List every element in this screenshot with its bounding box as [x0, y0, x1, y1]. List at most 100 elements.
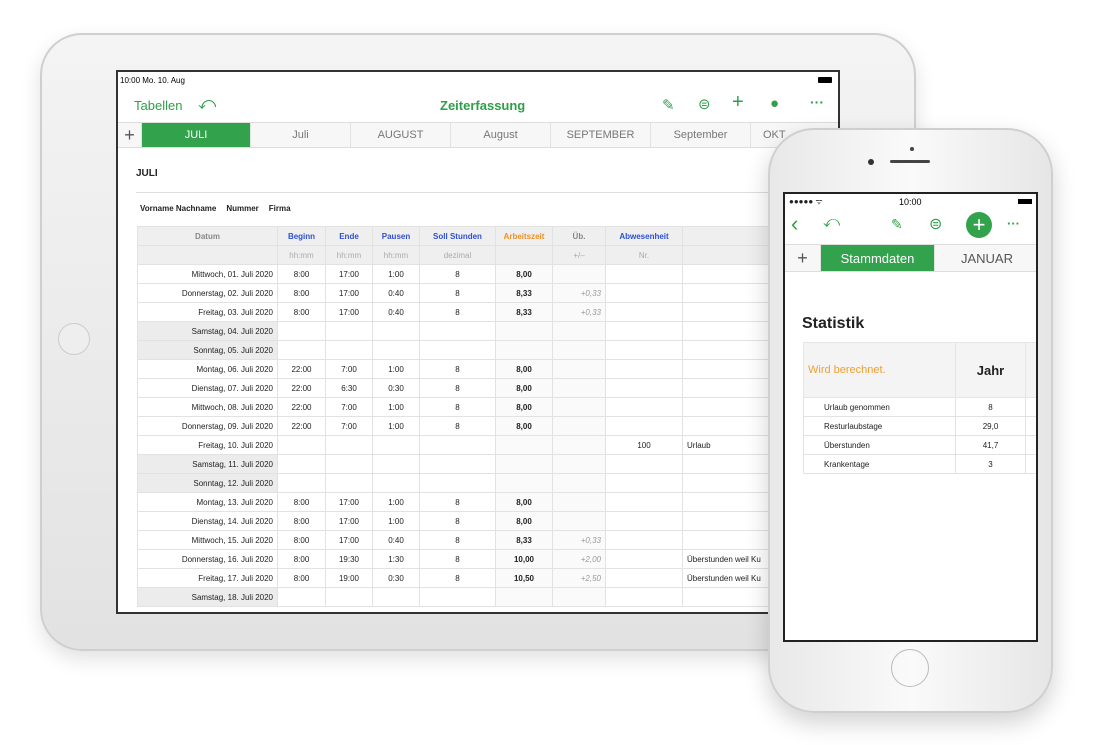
table-cell[interactable]: Mittwoch, 01. Juli 2020 [137, 264, 278, 284]
table-cell[interactable]: 17:00 [325, 302, 373, 322]
table-cell[interactable]: 0:30 [372, 378, 420, 398]
table-cell[interactable]: 8:00 [277, 568, 326, 588]
table-cell[interactable] [325, 435, 373, 455]
table-cell[interactable] [605, 454, 683, 474]
table-cell[interactable] [552, 264, 606, 284]
table-cell[interactable]: +2,50 [552, 568, 606, 588]
table-cell[interactable] [372, 454, 420, 474]
table-cell[interactable]: 8,00 [495, 359, 553, 379]
table-cell[interactable]: 1:30 [372, 549, 420, 569]
table-cell[interactable]: Sonntag, 05. Juli 2020 [137, 340, 278, 360]
table-cell[interactable] [372, 340, 420, 360]
table-cell[interactable]: 8:00 [277, 302, 326, 322]
table-cell[interactable]: 6:30 [325, 378, 373, 398]
table-cell[interactable] [372, 321, 420, 341]
table-cell[interactable] [605, 549, 683, 569]
undo-icon[interactable]: ⤺ [823, 214, 841, 231]
table-cell[interactable]: +0,33 [552, 283, 606, 303]
table-cell[interactable] [495, 340, 553, 360]
table-cell[interactable]: 8,00 [495, 264, 553, 284]
table-cell[interactable]: 19:00 [325, 568, 373, 588]
table-cell[interactable]: 8,33 [495, 530, 553, 550]
table-cell[interactable]: 17:00 [325, 264, 373, 284]
table-cell[interactable]: 0:30 [372, 568, 420, 588]
table-cell[interactable] [552, 511, 606, 531]
table-cell[interactable] [372, 473, 420, 493]
table-cell[interactable]: Samstag, 11. Juli 2020 [137, 454, 278, 474]
table-cell[interactable]: 22:00 [277, 416, 326, 436]
table-cell[interactable]: Mittwoch, 08. Juli 2020 [137, 397, 278, 417]
table-cell[interactable]: 1:00 [372, 416, 420, 436]
table-cell[interactable]: Freitag, 17. Juli 2020 [137, 568, 278, 588]
table-cell[interactable] [552, 587, 606, 607]
table-cell[interactable] [325, 321, 373, 341]
table-cell[interactable] [495, 473, 553, 493]
table-cell[interactable] [277, 435, 326, 455]
table-cell[interactable]: 8 [419, 359, 496, 379]
table-cell[interactable] [495, 435, 553, 455]
plus-icon[interactable]: + [732, 91, 744, 113]
table-cell[interactable] [419, 340, 496, 360]
table-cell[interactable]: Mittwoch, 15. Juli 2020 [137, 530, 278, 550]
table-cell[interactable]: Donnerstag, 16. Juli 2020 [137, 549, 278, 569]
table-cell[interactable]: 0:40 [372, 302, 420, 322]
table-cell[interactable]: 1:00 [372, 511, 420, 531]
tab-oktober[interactable]: OKT [751, 123, 838, 147]
table-cell[interactable] [372, 587, 420, 607]
table-cell[interactable]: 1:00 [372, 359, 420, 379]
table-cell[interactable] [605, 511, 683, 531]
tab-stammdaten[interactable]: Stammdaten [821, 245, 935, 271]
table-cell[interactable] [552, 321, 606, 341]
ipad-home-button[interactable] [58, 323, 90, 355]
table-cell[interactable]: 8 [419, 283, 496, 303]
table-cell[interactable] [372, 435, 420, 455]
table-cell[interactable] [277, 473, 326, 493]
more-icon[interactable]: ··· [1007, 216, 1020, 231]
table-cell[interactable] [552, 416, 606, 436]
table-cell[interactable] [277, 340, 326, 360]
table-cell[interactable]: Samstag, 04. Juli 2020 [137, 321, 278, 341]
tab-september-2[interactable]: September [651, 123, 751, 147]
table-cell[interactable] [325, 454, 373, 474]
tab-september[interactable]: SEPTEMBER [551, 123, 651, 147]
iphone-home-button[interactable] [891, 649, 929, 687]
tab-juli-2[interactable]: Juli [251, 123, 351, 147]
table-cell[interactable] [419, 321, 496, 341]
table-cell[interactable]: 8 [419, 416, 496, 436]
stat-value[interactable]: 29,0 [955, 416, 1026, 436]
table-cell[interactable] [605, 473, 683, 493]
table-cell[interactable]: 17:00 [325, 283, 373, 303]
table-cell[interactable]: 0:40 [372, 283, 420, 303]
table-cell[interactable] [552, 454, 606, 474]
table-cell[interactable]: 7:00 [325, 397, 373, 417]
table-cell[interactable] [552, 397, 606, 417]
table-cell[interactable]: 8 [419, 492, 496, 512]
table-cell[interactable]: 8 [419, 397, 496, 417]
stat-value[interactable]: 8 [955, 397, 1026, 417]
table-cell[interactable] [495, 321, 553, 341]
table-cell[interactable]: Montag, 13. Juli 2020 [137, 492, 278, 512]
table-cell[interactable]: 8 [419, 302, 496, 322]
table-cell[interactable]: Freitag, 10. Juli 2020 [137, 435, 278, 455]
table-cell[interactable]: 8,00 [495, 492, 553, 512]
table-cell[interactable] [605, 416, 683, 436]
table-cell[interactable] [552, 473, 606, 493]
table-cell[interactable] [605, 321, 683, 341]
table-cell[interactable]: 19:30 [325, 549, 373, 569]
table-cell[interactable]: +0,33 [552, 530, 606, 550]
table-cell[interactable] [277, 454, 326, 474]
table-cell[interactable]: 8 [419, 264, 496, 284]
table-cell[interactable]: 8:00 [277, 511, 326, 531]
table-cell[interactable]: 17:00 [325, 530, 373, 550]
table-cell[interactable] [277, 587, 326, 607]
table-cell[interactable]: 1:00 [372, 492, 420, 512]
table-cell[interactable] [495, 454, 553, 474]
table-cell[interactable] [419, 454, 496, 474]
table-cell[interactable] [325, 587, 373, 607]
table-cell[interactable]: 8 [419, 511, 496, 531]
table-cell[interactable] [605, 492, 683, 512]
table-cell[interactable]: 1:00 [372, 264, 420, 284]
table-cell[interactable] [605, 264, 683, 284]
filter-icon[interactable]: ⊜ [698, 96, 711, 113]
table-cell[interactable]: 22:00 [277, 378, 326, 398]
